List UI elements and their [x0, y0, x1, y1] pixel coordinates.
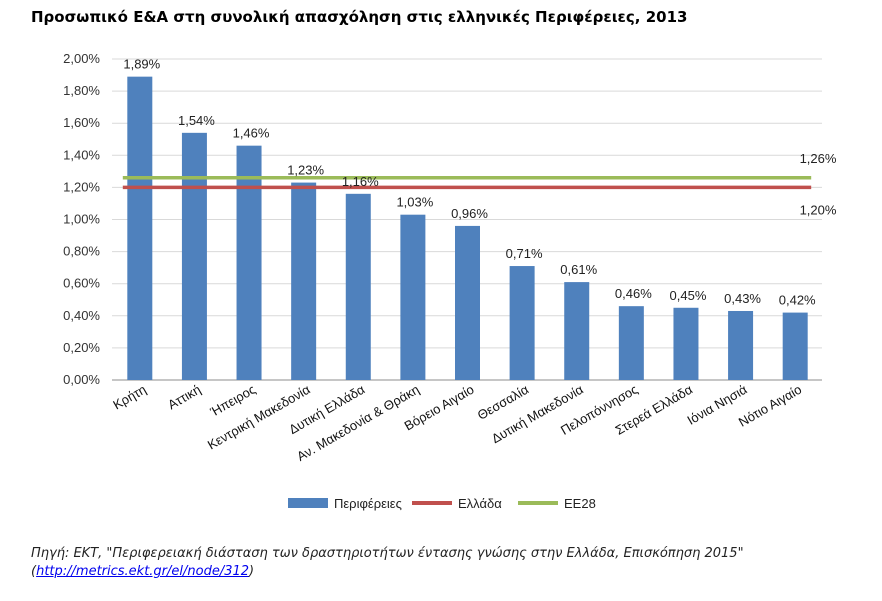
bar-data-label: 0,45%	[670, 288, 707, 303]
bar-data-label: 0,42%	[779, 293, 816, 308]
legend-label: Περιφέρειες	[334, 496, 402, 511]
y-tick-label: 0,40%	[63, 308, 100, 323]
legend-swatch	[412, 501, 452, 505]
bar-data-label: 1,16%	[342, 174, 379, 189]
y-tick-label: 1,20%	[63, 179, 100, 194]
y-tick-label: 2,00%	[63, 51, 100, 66]
y-tick-label: 1,80%	[63, 83, 100, 98]
bar	[236, 145, 262, 380]
bar-data-label: 1,89%	[123, 57, 160, 72]
x-tick-label: Δυτική Μακεδονία	[489, 381, 586, 446]
x-tick-label: Κρήτη	[110, 382, 148, 413]
bar	[509, 266, 535, 380]
bar	[782, 312, 808, 380]
eu28-data-label: 1,26%	[800, 151, 837, 166]
legend-swatch	[288, 498, 328, 508]
source-link-close: )	[249, 564, 255, 579]
bar	[455, 225, 480, 380]
bar	[291, 182, 317, 380]
bar	[127, 76, 153, 380]
bar-data-label: 0,71%	[506, 246, 543, 261]
bar	[728, 310, 754, 380]
y-tick-label: 1,40%	[63, 147, 100, 162]
bar-data-label: 1,23%	[287, 163, 324, 178]
bar-data-label: 1,54%	[178, 113, 215, 128]
y-tick-label: 1,60%	[63, 115, 100, 130]
y-tick-label: 0,80%	[63, 244, 100, 259]
bar	[345, 193, 371, 380]
bar	[400, 214, 426, 380]
greece-data-label: 1,20%	[800, 202, 837, 217]
legend-swatch	[518, 501, 558, 505]
source-note: Πηγή: ΕΚΤ, "Περιφερειακή διάσταση των δρ…	[31, 545, 851, 581]
legend-label: ΕΕ28	[564, 496, 596, 511]
y-tick-label: 1,00%	[63, 212, 100, 227]
y-tick-label: 0,20%	[63, 340, 100, 355]
bar	[564, 282, 590, 380]
y-tick-label: 0,60%	[63, 276, 100, 291]
bar	[181, 132, 207, 380]
x-tick-label: Αττική	[165, 382, 203, 413]
bar-data-label: 1,46%	[233, 126, 270, 141]
source-link[interactable]: http://metrics.ekt.gr/el/node/312	[36, 564, 250, 579]
bar	[618, 306, 644, 380]
bar	[673, 307, 699, 380]
y-tick-label: 0,00%	[63, 372, 100, 387]
bar-chart: 0,00% 0,20% 0,40% 0,60% 0,80% 1,00% 1,20% 1,40%…	[63, 51, 837, 511]
page-title: Προσωπικό Ε&Α στη συνολική απασχόληση στ…	[31, 8, 688, 26]
source-text: Πηγή: ΕΚΤ, "Περιφερειακή διάσταση των δρ…	[31, 546, 744, 561]
bar-data-label: 0,61%	[560, 262, 597, 277]
legend-label: Ελλάδα	[458, 496, 502, 511]
bar-data-label: 0,46%	[615, 286, 652, 301]
bar-data-label: 1,03%	[396, 195, 433, 210]
bar-data-label: 0,43%	[724, 291, 761, 306]
bar-data-label: 0,96%	[451, 206, 488, 221]
source-link-open: (	[31, 564, 37, 579]
